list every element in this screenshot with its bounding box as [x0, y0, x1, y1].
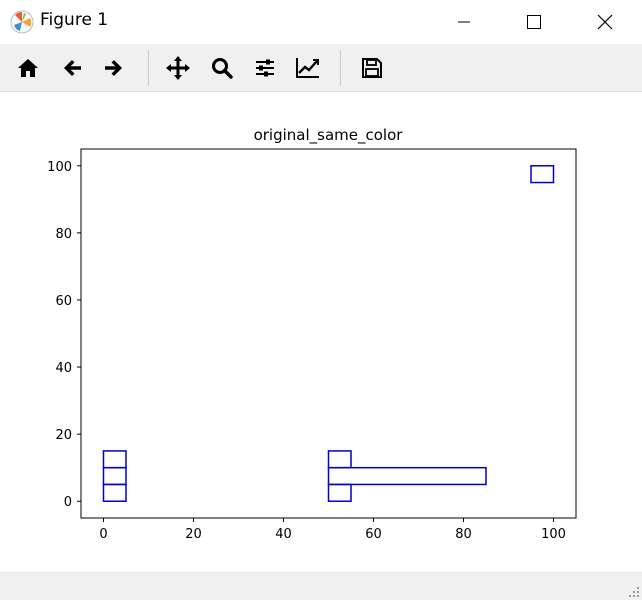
y-tick-label: 100 [47, 160, 72, 175]
arrow-right-icon [105, 60, 122, 76]
rectangle-3 [327, 483, 352, 502]
y-tick-label: 80 [55, 227, 72, 242]
sliders-icon [256, 59, 274, 77]
chart-title: original_same_color [254, 126, 404, 145]
rectangle-4 [327, 450, 352, 469]
rectangles-layer [102, 165, 555, 502]
y-tick-label: 20 [55, 428, 72, 443]
minimize-icon [458, 21, 470, 23]
x-tick-label: 20 [185, 527, 202, 542]
rectangle-2 [102, 450, 127, 469]
rectangle-5 [327, 466, 487, 486]
close-icon [597, 14, 613, 30]
maximize-button[interactable] [510, 0, 558, 44]
x-tick-label: 0 [99, 527, 107, 542]
x-tick-label: 100 [541, 527, 566, 542]
zoom-button[interactable] [208, 54, 236, 82]
y-tick-label: 40 [55, 361, 72, 376]
line-chart-icon [296, 58, 319, 78]
y-tick-label: 0 [64, 495, 72, 510]
maximize-icon [527, 15, 541, 29]
arrow-left-icon [64, 60, 81, 76]
home-icon [18, 59, 38, 77]
resize-grip-icon[interactable] [628, 586, 640, 598]
title-bar: Figure 1 [0, 0, 642, 44]
plot-svg: original_same_color 0 20 40 60 80 100 0 20 40 60 8… [47, 126, 577, 542]
window-title: Figure 1 [40, 10, 109, 30]
ticks-layer: 0 20 40 60 80 100 0 20 40 60 80 100 [47, 160, 566, 542]
rectangle-0 [102, 483, 127, 502]
figure-canvas[interactable]: original_same_color 0 20 40 60 80 100 0 20 40 60 8… [0, 92, 642, 572]
navigation-toolbar [0, 44, 642, 92]
minimize-button[interactable] [440, 0, 488, 44]
magnifier-icon [212, 58, 233, 79]
rectangle-1 [102, 466, 127, 486]
matplotlib-logo-icon [10, 10, 34, 34]
rectangle-6 [530, 165, 555, 184]
home-button[interactable] [14, 54, 42, 82]
x-tick-label: 40 [275, 527, 292, 542]
subplots-button[interactable] [251, 54, 279, 82]
x-tick-label: 80 [455, 527, 472, 542]
toolbar-separator [148, 50, 149, 86]
toolbar-separator [340, 50, 341, 86]
status-bar [0, 572, 642, 600]
y-tick-label: 60 [55, 294, 72, 309]
x-tick-label: 60 [365, 527, 382, 542]
floppy-disk-icon [362, 58, 382, 78]
close-button[interactable] [581, 0, 629, 44]
save-button[interactable] [358, 54, 386, 82]
back-button[interactable] [58, 54, 86, 82]
axes-frame [80, 148, 577, 519]
edit-axis-button[interactable] [294, 54, 322, 82]
move-icon [166, 56, 190, 80]
pan-button[interactable] [164, 54, 192, 82]
forward-button[interactable] [100, 54, 128, 82]
